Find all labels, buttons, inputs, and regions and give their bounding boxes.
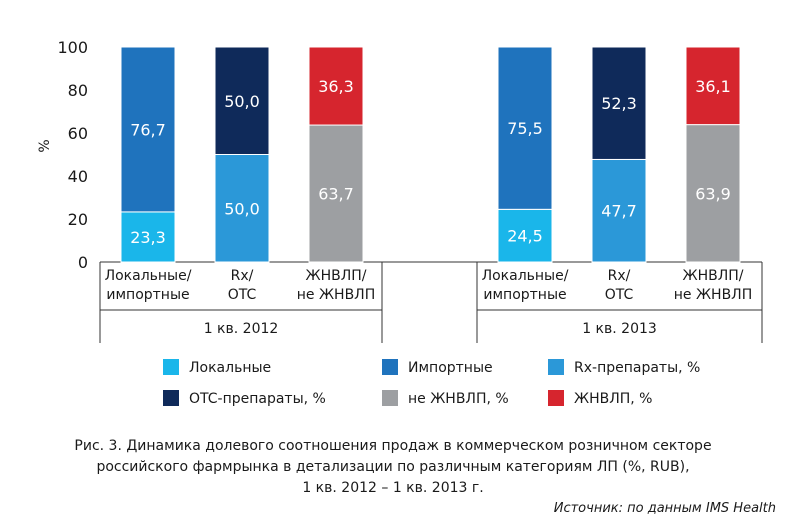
figure-caption: Рис. 3. Динамика долевого соотношения пр… (0, 436, 786, 499)
category-label: импортные (483, 287, 566, 303)
bar-segment (591, 158, 647, 263)
bar-segment (120, 46, 176, 213)
category-label: не ЖНВЛП (297, 287, 375, 303)
caption-line-1: Рис. 3. Динамика долевого соотношения пр… (74, 438, 712, 454)
y-tick-label: 80 (68, 81, 88, 100)
legend-swatch (382, 390, 398, 406)
y-tick-label: 40 (68, 167, 88, 186)
legend-swatch (163, 390, 179, 406)
bar-segment (685, 124, 741, 263)
data-label: 50,0 (224, 92, 260, 111)
group-label: 1 кв. 2012 (204, 321, 279, 337)
y-tick-label: 20 (68, 210, 88, 229)
bar-segment (685, 46, 741, 126)
category-label: ЖНВЛП/ (683, 268, 744, 284)
bar-segment (591, 46, 647, 160)
caption-line-2: российского фармрынка в детализации по р… (96, 459, 690, 475)
y-tick-label: 0 (78, 253, 88, 272)
y-tick-label: 60 (68, 124, 88, 143)
legend-swatch (548, 390, 564, 406)
category-label: OTC (228, 287, 257, 303)
legend-label: Rx-препараты, % (574, 360, 700, 376)
group-label: 1 кв. 2013 (582, 321, 657, 337)
data-label: 76,7 (130, 120, 166, 139)
source-note: Источник: по данным IMS Health (553, 501, 776, 516)
legend-label: OTC-препараты, % (189, 391, 326, 407)
data-label: 36,1 (695, 77, 731, 96)
category-label: Локальные/ (105, 268, 192, 284)
data-label: 47,7 (601, 202, 637, 221)
legend-swatch (548, 359, 564, 375)
data-label: 24,5 (507, 227, 543, 246)
data-label: 50,0 (224, 199, 260, 218)
category-label: OTC (605, 287, 634, 303)
data-label: 36,3 (318, 77, 354, 96)
legend-label: Локальные (189, 360, 271, 376)
data-label: 23,3 (130, 228, 166, 247)
legend-label: ЖНВЛП, % (574, 391, 652, 407)
y-tick-label: 100 (57, 38, 88, 57)
bar-segment (497, 46, 553, 210)
category-label: Локальные/ (482, 268, 569, 284)
data-label: 63,9 (695, 184, 731, 203)
legend-label: Импортные (408, 360, 493, 376)
data-label: 52,3 (601, 94, 637, 113)
bar-segment (214, 46, 270, 155)
category-label: не ЖНВЛП (674, 287, 752, 303)
bar-segment (308, 124, 364, 263)
bar-segment (497, 208, 553, 263)
bar-segment (308, 46, 364, 126)
bar-segment (120, 211, 176, 263)
stacked-bar-chart: 0 20 40 60 80 100% 23,3 76,7 Локальные/импортные… (37, 38, 763, 407)
data-label: 63,7 (318, 185, 354, 204)
legend-swatch (382, 359, 398, 375)
category-label: импортные (106, 287, 189, 303)
data-label: 75,5 (507, 119, 543, 138)
legend-swatch (163, 359, 179, 375)
legend-label: не ЖНВЛП, % (408, 391, 509, 407)
caption-line-3: 1 кв. 2012 – 1 кв. 2013 г. (302, 480, 484, 496)
category-label: ЖНВЛП/ (306, 268, 367, 284)
category-label: Rx/ (608, 268, 631, 284)
y-axis-label: % (37, 139, 53, 152)
category-label: Rx/ (231, 268, 254, 284)
bar-segment (214, 154, 270, 263)
